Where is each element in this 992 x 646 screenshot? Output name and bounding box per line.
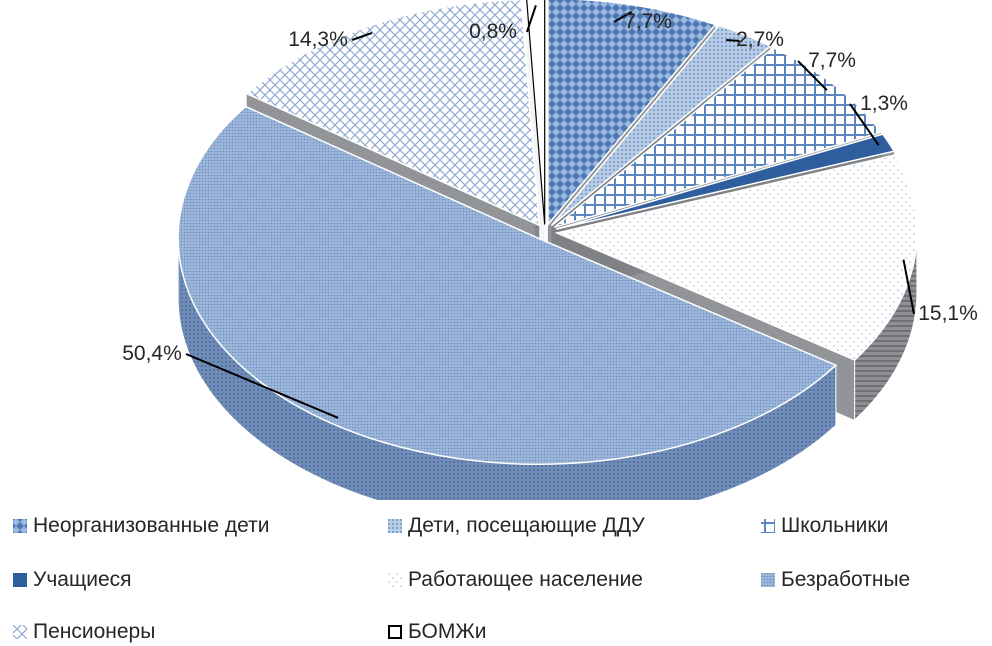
- pie-slices: [177, 0, 918, 500]
- legend: Неорганизованные дети Дети, посещающие Д…: [0, 500, 992, 646]
- legend-item-ddu: Дети, посещающие ДДУ: [387, 512, 645, 540]
- legend-label: Неорганизованные дети: [33, 514, 270, 537]
- diamond-pattern-swatch-icon: [13, 519, 27, 533]
- slice-homeless: [526, 0, 546, 285]
- diagonal-cross-swatch-icon: [13, 625, 27, 639]
- legend-item-unemployed: Безработные: [760, 566, 910, 594]
- slice-unemployed: [177, 105, 838, 500]
- leader-line: [526, 4, 537, 33]
- data-label: 7,7%: [624, 10, 672, 33]
- legend-item-students: Учащиеся: [12, 566, 132, 594]
- cross-swatch-icon: [761, 519, 775, 533]
- leader-line: [613, 10, 633, 23]
- solid-swatch-icon: [13, 573, 27, 587]
- legend-label: Работающее население: [408, 568, 643, 591]
- data-label: 7,7%: [808, 49, 856, 72]
- leader-lines: [185, 4, 915, 419]
- leader-line: [725, 39, 740, 42]
- data-label: 0,8%: [469, 20, 517, 43]
- leader-line: [849, 103, 880, 146]
- legend-item-school: Школьники: [760, 512, 888, 540]
- legend-item-working: Работающее население: [387, 566, 643, 594]
- empty-swatch-icon: [388, 625, 402, 639]
- leader-line: [185, 353, 339, 419]
- legend-label: Учащиеся: [33, 568, 132, 591]
- legend-item-pensioners: Пенсионеры: [12, 618, 155, 646]
- leader-line: [797, 60, 828, 91]
- legend-label: Дети, посещающие ДДУ: [408, 514, 645, 537]
- pie-chart: 7,7%2,7%7,7%1,3%15,1%50,4%14,3% 0,8%: [122, 0, 978, 500]
- sparse-dot-swatch-icon: [388, 573, 402, 587]
- legend-label: Школьники: [781, 514, 889, 537]
- fine-dot-swatch-icon: [761, 573, 775, 587]
- legend-label: Безработные: [781, 568, 911, 591]
- legend-label: Пенсионеры: [33, 620, 156, 643]
- data-label: 2,7%: [736, 28, 784, 51]
- leader-line: [351, 31, 373, 41]
- dotted-swatch-icon: [388, 519, 402, 533]
- data-label: 50,4%: [122, 342, 182, 365]
- data-label: 14,3%: [288, 28, 348, 51]
- legend-label: БОМЖи: [408, 620, 487, 643]
- data-label: 15,1%: [918, 302, 978, 325]
- legend-item-homeless: БОМЖи: [387, 618, 487, 646]
- data-labels: 7,7%2,7%7,7%1,3%15,1%50,4%14,3% 0,8%: [122, 10, 978, 365]
- legend-item-neorg: Неорганизованные дети: [12, 512, 269, 540]
- leader-line: [902, 259, 915, 315]
- data-label: 1,3%: [860, 92, 908, 115]
